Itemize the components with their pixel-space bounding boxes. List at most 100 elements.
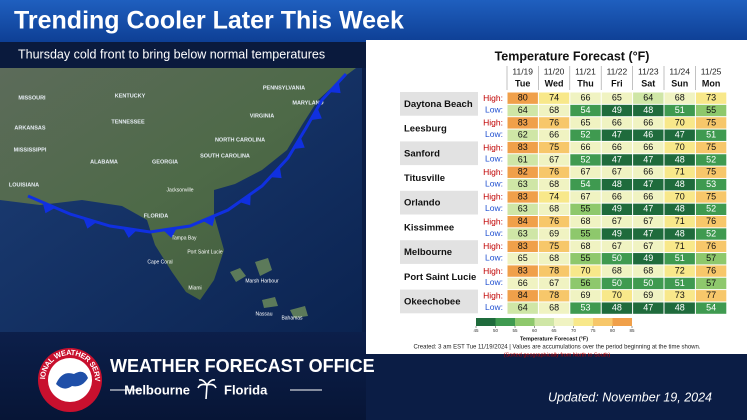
map-label: Tampa Bay	[171, 235, 197, 241]
low-temp: 63	[518, 204, 528, 214]
logo-cloud	[56, 371, 88, 389]
temp-cell	[538, 203, 570, 215]
map-label: ALABAMA	[90, 159, 118, 165]
islands	[230, 258, 308, 318]
map: MISSOURI KENTUCKY PENNSYLVANIA MARYLAND TENN…	[0, 68, 362, 332]
low-temp: 66	[518, 278, 528, 288]
temp-cell	[570, 277, 601, 290]
low-temp: 68	[549, 179, 559, 189]
city: Melbourne	[124, 382, 190, 397]
low-temp: 51	[706, 130, 716, 140]
high-temp: 76	[549, 216, 559, 226]
temp-cell	[695, 228, 727, 240]
station-name: Sanford	[404, 148, 440, 159]
temp-cell	[538, 191, 570, 203]
high-temp: 75	[706, 167, 716, 177]
station-name: Orlando	[404, 198, 441, 209]
station-cell	[400, 141, 478, 166]
high-temp: 67	[580, 167, 590, 177]
office: WEATHER FORECAST OFFICE	[110, 356, 375, 376]
temp-cell	[695, 166, 727, 178]
high-temp: 71	[675, 167, 685, 177]
temp-cell	[664, 277, 695, 290]
high-label: High:	[483, 241, 503, 251]
map-label: Miami	[188, 285, 201, 291]
low-temp: 47	[643, 303, 653, 313]
station-name: Okeechobee	[404, 296, 461, 307]
map-label: Port Saint Lucie	[187, 249, 223, 255]
low-temp: 49	[612, 228, 622, 238]
temp-cell	[570, 92, 601, 104]
temp-cell	[507, 166, 538, 178]
temp-cell	[664, 253, 695, 265]
low-label: Low:	[485, 154, 503, 164]
low-temp: 51	[675, 278, 685, 288]
high-temp: 66	[580, 93, 590, 103]
temp-cell	[664, 141, 695, 154]
colorbar-swatch	[573, 318, 593, 326]
temp-cell	[601, 129, 633, 141]
temp-cell	[601, 290, 633, 302]
high-temp: 67	[612, 167, 622, 177]
high-label: High:	[483, 142, 503, 152]
high-temp: 73	[675, 290, 685, 300]
temp-cell	[633, 228, 664, 240]
high-temp: 69	[643, 290, 653, 300]
colorbar-swatch	[476, 318, 496, 326]
high-temp: 66	[612, 142, 622, 152]
temp-cell	[507, 178, 538, 191]
temp-cell	[664, 104, 695, 117]
low-temp: 63	[518, 179, 528, 189]
map-label: Cape Coral	[147, 259, 172, 265]
forecast-table: Temperature Forecast (°F) 11/19 Tue 11/20 We…	[400, 49, 727, 358]
temp-cell	[664, 191, 695, 203]
high-temp: 83	[518, 142, 528, 152]
map-label: LOUISIANA	[9, 182, 39, 188]
column-day: Tue	[515, 78, 530, 88]
land	[0, 68, 356, 300]
low-temp: 57	[706, 253, 716, 263]
temp-cell	[633, 117, 664, 129]
column-date: 11/24	[669, 66, 690, 76]
station-name: Daytona Beach	[404, 99, 473, 110]
temp-cell	[507, 141, 538, 154]
high-label: High:	[483, 118, 503, 128]
temp-cell	[507, 154, 538, 166]
high-temp: 80	[518, 93, 528, 103]
low-temp: 56	[580, 278, 590, 288]
high-temp: 68	[643, 265, 653, 275]
front-triangle	[270, 166, 282, 179]
colorbar-tick-label: 50	[493, 328, 499, 333]
temp-cell	[695, 191, 727, 203]
low-temp: 69	[549, 228, 559, 238]
temp-cell	[633, 277, 664, 290]
low-temp: 55	[706, 105, 716, 115]
temp-cell	[695, 216, 727, 228]
temp-cell	[664, 265, 695, 277]
station-name: Kissimmee	[404, 222, 454, 233]
temp-cell	[601, 302, 633, 314]
temp-cell	[570, 302, 601, 314]
front-triangle	[239, 193, 251, 206]
title: Trending Cooler Later This Week	[14, 7, 404, 35]
high-temp: 76	[706, 216, 716, 226]
temp-cell	[695, 178, 727, 191]
temp-cell	[601, 154, 633, 166]
column-day: Sun	[671, 78, 688, 88]
map-label: ARKANSAS	[14, 125, 46, 131]
temp-cell	[633, 240, 664, 253]
high-temp: 76	[706, 265, 716, 275]
high-label: High:	[483, 266, 503, 276]
front-triangle	[83, 217, 97, 229]
front-triangle	[293, 136, 305, 150]
temp-cell	[570, 216, 601, 228]
map-label: SOUTH CAROLINA	[200, 153, 250, 159]
low-temp: 50	[612, 278, 622, 288]
high-temp: 75	[706, 142, 716, 152]
high-temp: 67	[612, 241, 622, 251]
low-temp: 65	[518, 253, 528, 263]
high-temp: 78	[549, 290, 559, 300]
colorbar-tick-label: 65	[551, 328, 557, 333]
temp-cell	[664, 302, 695, 314]
temp-cell	[633, 290, 664, 302]
